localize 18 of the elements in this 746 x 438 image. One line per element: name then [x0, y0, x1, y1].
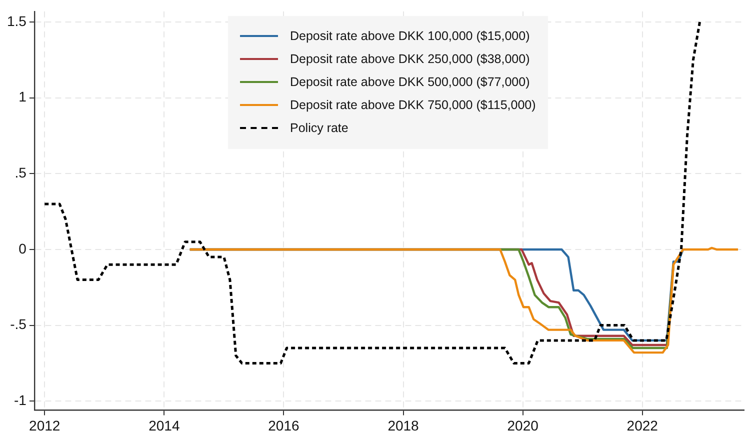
x-tick-label: 2012	[29, 417, 60, 434]
legend-label: Deposit rate above DKK 100,000 ($15,000)	[290, 28, 530, 42]
legend-label: Deposit rate above DKK 750,000 ($115,000)	[290, 98, 536, 112]
x-tick-label: 2016	[268, 417, 300, 434]
legend-label: Deposit rate above DKK 250,000 ($38,000)	[290, 52, 530, 66]
x-tick-label: 2020	[507, 417, 539, 434]
x-tick-label: 2018	[388, 417, 420, 434]
legend-label: Deposit rate above DKK 500,000 ($77,000)	[290, 74, 530, 88]
line-series	[43, 20, 702, 364]
y-tick-label: 0	[18, 240, 27, 256]
x-tick-label: 2022	[626, 417, 658, 434]
y-tick-label: .5	[14, 164, 27, 181]
legend-label: Policy rate	[290, 120, 348, 134]
x-tick-label: 2014	[148, 417, 180, 434]
y-tick-label: -.5	[10, 316, 27, 332]
y-tick-label: 1	[18, 88, 27, 105]
y-tick-label: 1.5	[6, 12, 27, 29]
y-tick-label: -1	[14, 392, 27, 408]
